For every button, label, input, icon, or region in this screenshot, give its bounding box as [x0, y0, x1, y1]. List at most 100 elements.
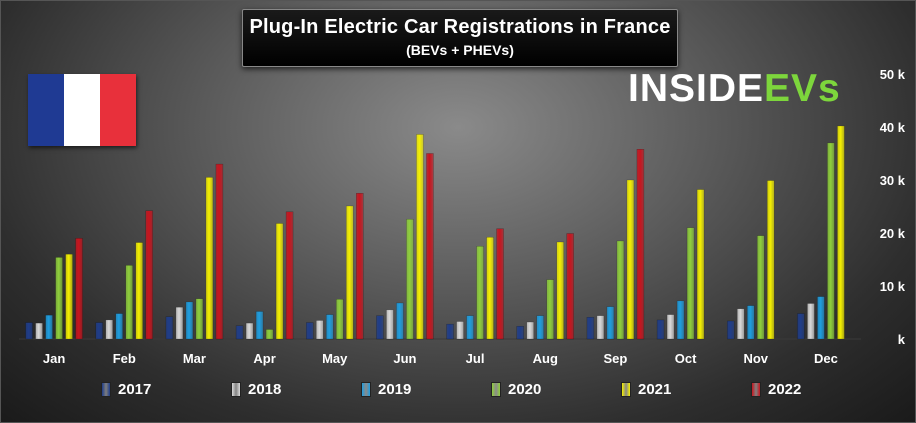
bar-jan-2021: [65, 253, 73, 340]
bar-dec-2018: [807, 303, 815, 340]
bar-feb-2019: [115, 313, 123, 340]
bar-jul-2021: [486, 236, 494, 340]
bar-aug-2020: [546, 279, 554, 340]
legend-swatch: [491, 382, 501, 397]
bar-sep-2019: [606, 306, 615, 340]
bar-may-2019: [326, 314, 334, 340]
legend-swatch: [231, 382, 241, 397]
legend-item-2021: 2021: [621, 381, 751, 398]
bar-dec-2020: [827, 142, 835, 340]
bar-dec-2017: [797, 313, 805, 340]
bar-nov-2020: [757, 235, 765, 340]
bar-may-2018: [316, 320, 324, 340]
bar-nov-2021: [767, 180, 775, 340]
legend-label: 2022: [768, 381, 802, 398]
bar-may-2021: [346, 205, 354, 340]
bar-sep-2017: [586, 317, 595, 340]
legend-swatch: [361, 382, 371, 397]
legend-label: 2020: [508, 381, 542, 398]
bar-oct-2021: [696, 189, 705, 340]
bar-jan-2020: [55, 257, 63, 340]
bar-jun-2021: [416, 134, 424, 340]
y-tick-label: 30 k: [880, 173, 906, 188]
bar-oct-2019: [676, 300, 685, 340]
bar-jul-2017: [446, 323, 454, 340]
bar-apr-2018: [245, 322, 254, 340]
bar-aug-2019: [536, 315, 544, 340]
y-tick-label: 40 k: [880, 120, 906, 135]
legend-swatch: [621, 382, 631, 397]
bar-dec-2021: [837, 125, 845, 340]
bar-apr-2020: [265, 329, 274, 340]
bar-feb-2017: [95, 322, 103, 340]
bar-sep-2021: [626, 179, 635, 340]
france-flag-icon: [28, 74, 136, 146]
bar-jan-2017: [25, 322, 33, 340]
x-tick-label: Dec: [814, 351, 838, 366]
x-tick-label: Jun: [393, 351, 416, 366]
x-tick-label: Oct: [675, 351, 697, 366]
bar-feb-2021: [135, 242, 143, 340]
x-tick-label: Mar: [183, 351, 206, 366]
y-tick-label: 50 k: [880, 67, 906, 82]
bar-jun-2022: [426, 153, 434, 340]
bar-may-2020: [336, 299, 344, 340]
flag-stripe-white: [64, 74, 100, 146]
bar-apr-2021: [275, 223, 284, 340]
bar-nov-2017: [727, 320, 735, 340]
legend-item-2020: 2020: [491, 381, 621, 398]
x-tick-label: Feb: [113, 351, 136, 366]
bar-nov-2019: [747, 305, 755, 340]
bar-dec-2019: [817, 296, 825, 340]
x-tick-label: Apr: [253, 351, 275, 366]
bar-apr-2022: [285, 211, 294, 340]
legend: 2017 2018 2019 2020 2021 2022: [101, 381, 881, 398]
legend-label: 2018: [248, 381, 282, 398]
legend-item-2017: 2017: [101, 381, 231, 398]
insideevs-logo: INSIDEEVs: [628, 67, 841, 111]
legend-item-2019: 2019: [361, 381, 491, 398]
bar-jan-2018: [35, 322, 43, 340]
bar-jul-2019: [466, 315, 474, 340]
title-box: Plug-In Electric Car Registrations in Fr…: [242, 9, 678, 67]
x-tick-label: Sep: [603, 351, 627, 366]
bar-feb-2022: [145, 210, 153, 340]
flag-stripe-red: [100, 74, 136, 146]
x-tick-label: Aug: [533, 351, 558, 366]
bar-jun-2019: [396, 302, 404, 340]
x-tick-label: Jul: [466, 351, 485, 366]
bar-jun-2018: [386, 309, 394, 340]
bar-apr-2017: [235, 325, 244, 340]
bar-mar-2022: [215, 163, 224, 340]
bar-sep-2018: [596, 315, 605, 340]
bar-sep-2020: [616, 240, 625, 340]
chart-subtitle: (BEVs + PHEVs): [406, 42, 514, 58]
bar-jul-2018: [456, 321, 464, 340]
bar-aug-2021: [556, 241, 564, 340]
bar-jul-2020: [476, 246, 484, 340]
bar-sep-2022: [636, 149, 645, 340]
bar-mar-2019: [185, 301, 194, 340]
legend-item-2022: 2022: [751, 381, 881, 398]
bar-mar-2017: [165, 316, 174, 340]
legend-label: 2019: [378, 381, 412, 398]
bar-mar-2020: [195, 298, 204, 340]
bar-apr-2019: [255, 311, 264, 340]
bar-mar-2021: [205, 177, 214, 340]
x-tick-label: Nov: [743, 351, 768, 366]
legend-swatch: [751, 382, 761, 397]
bar-may-2017: [306, 322, 314, 340]
bar-aug-2017: [516, 326, 524, 340]
bar-oct-2018: [666, 314, 675, 340]
legend-swatch: [101, 382, 111, 397]
bar-feb-2018: [105, 319, 113, 340]
legend-label: 2021: [638, 381, 672, 398]
bar-jan-2019: [45, 314, 53, 340]
bar-may-2022: [356, 193, 364, 340]
flag-stripe-blue: [28, 74, 64, 146]
y-tick-label: 10 k: [880, 279, 906, 294]
chart-title: Plug-In Electric Car Registrations in Fr…: [249, 16, 671, 38]
y-tick-label: 20 k: [880, 226, 906, 241]
